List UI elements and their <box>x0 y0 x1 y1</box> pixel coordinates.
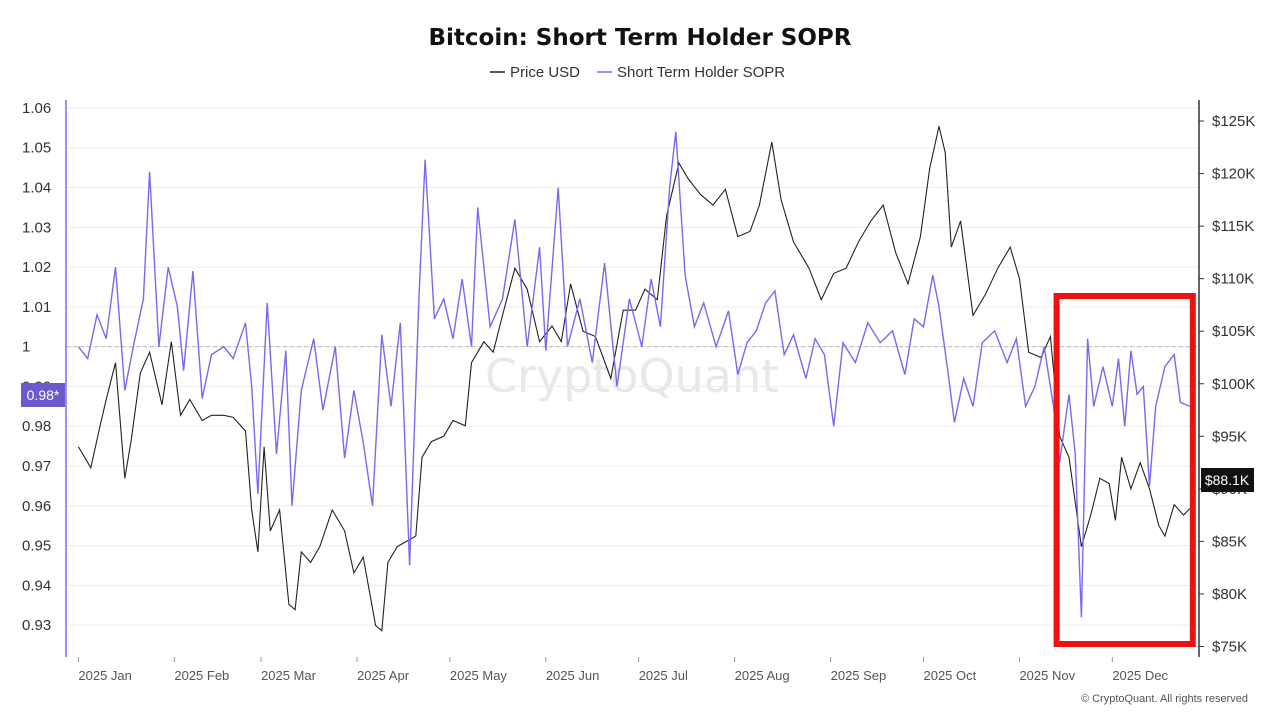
y-left-tick-label: 0.96 <box>22 498 51 515</box>
y-right-tick-label: $120K <box>1212 166 1255 183</box>
y-left-tick-label: 0.95 <box>22 538 51 555</box>
highlight-box <box>1053 293 1196 647</box>
y-right-axis: $125K$120K$115K$110K$105K$100K$95K$90K$8… <box>1199 113 1255 655</box>
y-left-tick-label: 1.02 <box>22 259 51 276</box>
x-tick-label: 2025 Dec <box>1112 668 1168 683</box>
price-value-badge: $88.1K <box>1201 468 1254 492</box>
x-tick-label: 2025 Aug <box>735 668 790 683</box>
legend-sopr-label[interactable]: Short Term Holder SOPR <box>617 64 785 81</box>
x-tick-label: 2025 Oct <box>923 668 976 683</box>
y-left-tick-label: 0.94 <box>22 577 51 594</box>
series-price-line <box>77 126 1191 632</box>
sopr-value-badge-text: 0.98* <box>27 387 60 403</box>
x-tick-label: 2025 Jul <box>639 668 688 683</box>
x-axis: 2025 Jan 2025 Feb 2025 Mar 2025 Apr 2025 May… <box>77 657 1168 683</box>
y-right-tick-label: $110K <box>1212 271 1254 288</box>
series-sopr-line <box>77 131 1190 618</box>
x-tick-label: 2025 Mar <box>261 668 317 683</box>
x-tick-label: 2025 May <box>450 668 508 683</box>
y-left-tick-label: 1 <box>22 339 30 356</box>
y-right-tick-label: $105K <box>1212 323 1255 340</box>
y-right-tick-label: $125K <box>1212 113 1255 130</box>
y-left-tick-label: 1.05 <box>22 140 51 157</box>
y-left-axis: 1.061.051.041.031.021.0110.990.980.970.9… <box>22 100 51 634</box>
y-left-tick-label: 1.06 <box>22 100 51 117</box>
y-right-tick-label: $85K <box>1212 533 1247 550</box>
price-value-badge-bg <box>1201 468 1254 492</box>
sopr-value-badge-bg <box>21 383 65 407</box>
sopr-value-badge: 0.98* <box>21 383 65 407</box>
y-right-tick-label: $115K <box>1212 218 1254 235</box>
watermark: CryptoQuant <box>485 349 779 403</box>
legend: Price USD Short Term Holder SOPR <box>490 64 785 81</box>
legend-price-label[interactable]: Price USD <box>510 64 580 81</box>
copyright-text: © CryptoQuant. All rights reserved <box>1081 693 1248 705</box>
x-tick-label: 2025 Sep <box>831 668 887 683</box>
y-left-tick-label: 1.03 <box>22 219 51 236</box>
y-left-tick-label: 0.98 <box>22 418 51 435</box>
price-value-badge-text: $88.1K <box>1205 472 1250 488</box>
y-left-tick-label: 0.97 <box>22 458 51 475</box>
x-tick-label: 2025 Jun <box>546 668 600 683</box>
y-left-tick-label: 1.01 <box>22 299 51 316</box>
grid-lines <box>66 107 1199 626</box>
y-left-tick-label: 0.93 <box>22 617 51 634</box>
y-left-tick-label: 1.04 <box>22 180 51 197</box>
x-tick-label: 2025 Feb <box>174 668 229 683</box>
y-right-tick-label: $95K <box>1212 428 1247 445</box>
x-tick-label: 2025 Apr <box>357 668 410 683</box>
y-right-tick-label: $80K <box>1212 586 1247 603</box>
x-tick-label: 2025 Jan <box>78 668 131 683</box>
y-right-tick-label: $75K <box>1212 638 1247 655</box>
chart-title: Bitcoin: Short Term Holder SOPR <box>429 25 852 51</box>
y-right-tick-label: $100K <box>1212 376 1255 393</box>
x-tick-label: 2025 Nov <box>1019 668 1075 683</box>
